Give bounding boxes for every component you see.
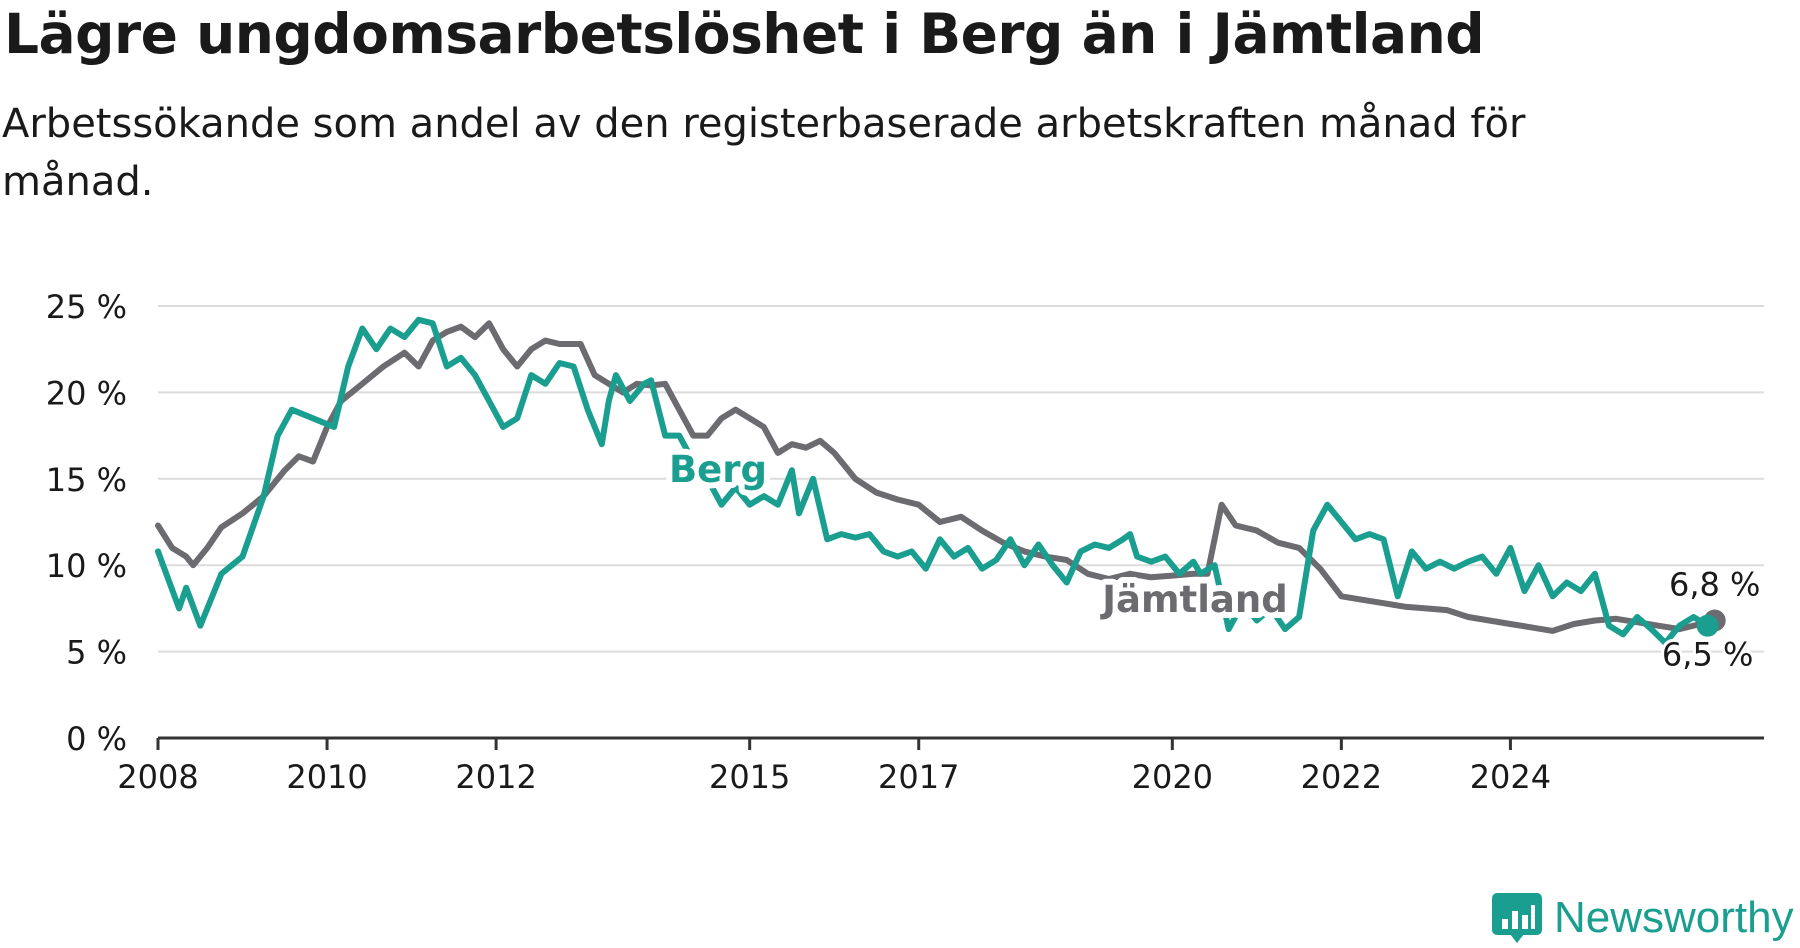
series-label-berg: Berg — [669, 448, 767, 491]
x-tick-label: 2022 — [1301, 758, 1382, 796]
chart-title: Lägre ungdomsarbetslöshet i Berg än i Jä… — [4, 2, 1485, 66]
x-tick-label: 2024 — [1470, 758, 1551, 796]
newsworthy-logo[interactable]: Newsworthy — [1492, 890, 1794, 946]
y-tick-label: 25 % — [46, 288, 127, 326]
end-marker — [1696, 614, 1719, 637]
y-tick-label: 5 % — [66, 634, 127, 672]
logo-text: Newsworthy — [1554, 893, 1794, 942]
x-tick-label: 2008 — [117, 758, 198, 796]
chart-subtitle: Arbetssökande som andel av den registerb… — [2, 101, 1526, 205]
series-line-jamtland — [155, 320, 1718, 634]
series-label-jamtland: Jämtland — [1099, 578, 1287, 621]
x-tick-label: 2015 — [709, 758, 790, 796]
chart-icon — [1492, 893, 1542, 943]
end-value-label: 6,5 % — [1662, 636, 1753, 674]
x-tick-label: 2012 — [455, 758, 536, 796]
y-tick-label: 15 % — [46, 461, 127, 499]
y-tick-label: 0 % — [66, 720, 127, 758]
y-tick-label: 10 % — [46, 547, 127, 585]
x-tick-label: 2017 — [878, 758, 959, 796]
x-tick-label: 2020 — [1132, 758, 1213, 796]
y-tick-label: 20 % — [46, 374, 127, 412]
series-line-berg — [155, 316, 1711, 646]
end-value-label: 6,8 % — [1669, 565, 1760, 603]
x-tick-label: 2010 — [286, 758, 367, 796]
